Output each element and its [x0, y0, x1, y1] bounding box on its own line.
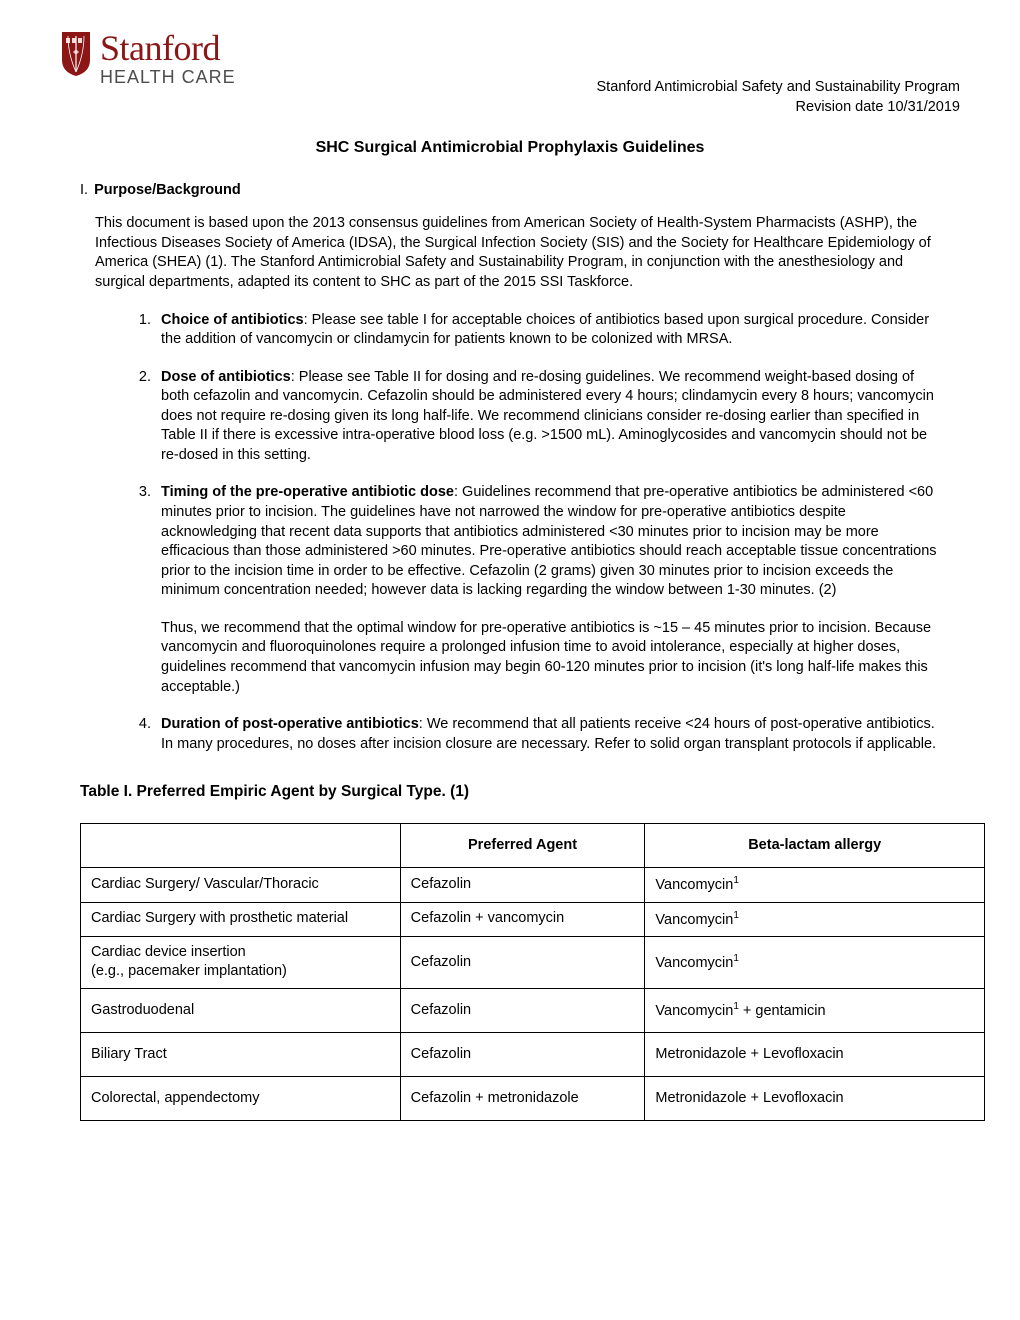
cell-agent: Cefazolin: [400, 936, 645, 988]
cell-allergy: Metronidazole + Levofloxacin: [645, 1077, 985, 1121]
cell-surgery: Cardiac device insertion(e.g., pacemaker…: [81, 936, 401, 988]
cell-surgery: Cardiac Surgery with prosthetic material: [81, 902, 401, 936]
table-row: Cardiac device insertion(e.g., pacemaker…: [81, 936, 985, 988]
cell-allergy: Vancomycin1: [645, 902, 985, 936]
cell-allergy: Vancomycin1: [645, 936, 985, 988]
section-1-heading: I. Purpose/Background: [80, 181, 960, 201]
stanford-shield-icon: [60, 30, 92, 78]
point-3-title: Timing of the pre-operative antibiotic d…: [161, 484, 454, 500]
point-3: Timing of the pre-operative antibiotic d…: [155, 483, 940, 697]
table-row: Cardiac Surgery with prosthetic material…: [81, 902, 985, 936]
revision-date: Revision date 10/31/2019: [597, 98, 961, 118]
cell-agent: Cefazolin: [400, 1033, 645, 1077]
document-title: SHC Surgical Antimicrobial Prophylaxis G…: [60, 137, 960, 159]
logo-healthcare-text: HEALTH CARE: [100, 68, 236, 86]
logo-text: Stanford HEALTH CARE: [100, 30, 236, 86]
header-meta: Stanford Antimicrobial Safety and Sustai…: [597, 78, 961, 117]
point-4: Duration of post-operative antibiotics: …: [155, 715, 940, 754]
point-4-title: Duration of post-operative antibiotics: [161, 716, 419, 732]
point-2: Dose of antibiotics: Please see Table II…: [155, 368, 940, 466]
cell-agent: Cefazolin: [400, 868, 645, 902]
cell-agent: Cefazolin + metronidazole: [400, 1077, 645, 1121]
cell-agent: Cefazolin: [400, 989, 645, 1033]
cell-surgery: Cardiac Surgery/ Vascular/Thoracic: [81, 868, 401, 902]
th-beta-lactam: Beta-lactam allergy: [645, 824, 985, 868]
page-header: Stanford HEALTH CARE Stanford Antimicrob…: [60, 30, 960, 117]
cell-allergy: Vancomycin1 + gentamicin: [645, 989, 985, 1033]
table-row: Colorectal, appendectomy Cefazolin + met…: [81, 1077, 985, 1121]
table-row: Gastroduodenal Cefazolin Vancomycin1 + g…: [81, 989, 985, 1033]
logo-stanford-text: Stanford: [100, 30, 236, 66]
logo: Stanford HEALTH CARE: [60, 30, 236, 86]
cell-surgery: Gastroduodenal: [81, 989, 401, 1033]
section-heading-text: Purpose/Background: [94, 182, 241, 198]
cell-agent: Cefazolin + vancomycin: [400, 902, 645, 936]
cell-allergy: Vancomycin1: [645, 868, 985, 902]
table-1: Preferred Agent Beta-lactam allergy Card…: [80, 823, 985, 1121]
cell-surgery: Biliary Tract: [81, 1033, 401, 1077]
guideline-points: Choice of antibiotics: Please see table …: [155, 311, 940, 755]
table-row: Biliary Tract Cefazolin Metronidazole + …: [81, 1033, 985, 1077]
table-row: Cardiac Surgery/ Vascular/Thoracic Cefaz…: [81, 868, 985, 902]
point-1-title: Choice of antibiotics: [161, 312, 304, 328]
section-roman: I.: [80, 182, 88, 198]
program-name: Stanford Antimicrobial Safety and Sustai…: [597, 78, 961, 98]
table-1-title: Table I. Preferred Empiric Agent by Surg…: [80, 782, 960, 803]
th-surgery-type: [81, 824, 401, 868]
cell-allergy: Metronidazole + Levofloxacin: [645, 1033, 985, 1077]
th-preferred-agent: Preferred Agent: [400, 824, 645, 868]
section-1-intro: This document is based upon the 2013 con…: [95, 214, 940, 292]
point-1: Choice of antibiotics: Please see table …: [155, 311, 940, 350]
point-3-body2: Thus, we recommend that the optimal wind…: [161, 619, 940, 697]
point-2-title: Dose of antibiotics: [161, 369, 291, 385]
table-header-row: Preferred Agent Beta-lactam allergy: [81, 824, 985, 868]
point-3-body: : Guidelines recommend that pre-operativ…: [161, 484, 937, 598]
cell-surgery: Colorectal, appendectomy: [81, 1077, 401, 1121]
